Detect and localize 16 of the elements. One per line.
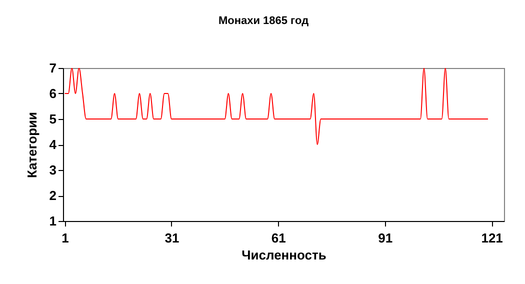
x-tick-label: 31 [164, 230, 180, 246]
y-tick-label: 2 [49, 188, 56, 203]
x-tick-label: 61 [271, 230, 286, 246]
chart-title: Монахи 1865 год [218, 15, 309, 27]
y-tick-label: 3 [49, 162, 56, 178]
y-tick-label: 4 [49, 137, 58, 152]
y-tick-label: 5 [49, 112, 56, 126]
line-series [64, 68, 488, 145]
y-tick-label: 6 [49, 86, 56, 101]
x-tick-label: 91 [378, 230, 393, 246]
y-axis-title: Категории [24, 112, 40, 178]
x-tick-label: 121 [481, 230, 503, 246]
x-axis-title: Численность [242, 248, 326, 262]
y-tick-label: 1 [49, 214, 56, 228]
x-tick-label: 1 [62, 230, 69, 246]
y-tick-label: 7 [49, 60, 56, 76]
